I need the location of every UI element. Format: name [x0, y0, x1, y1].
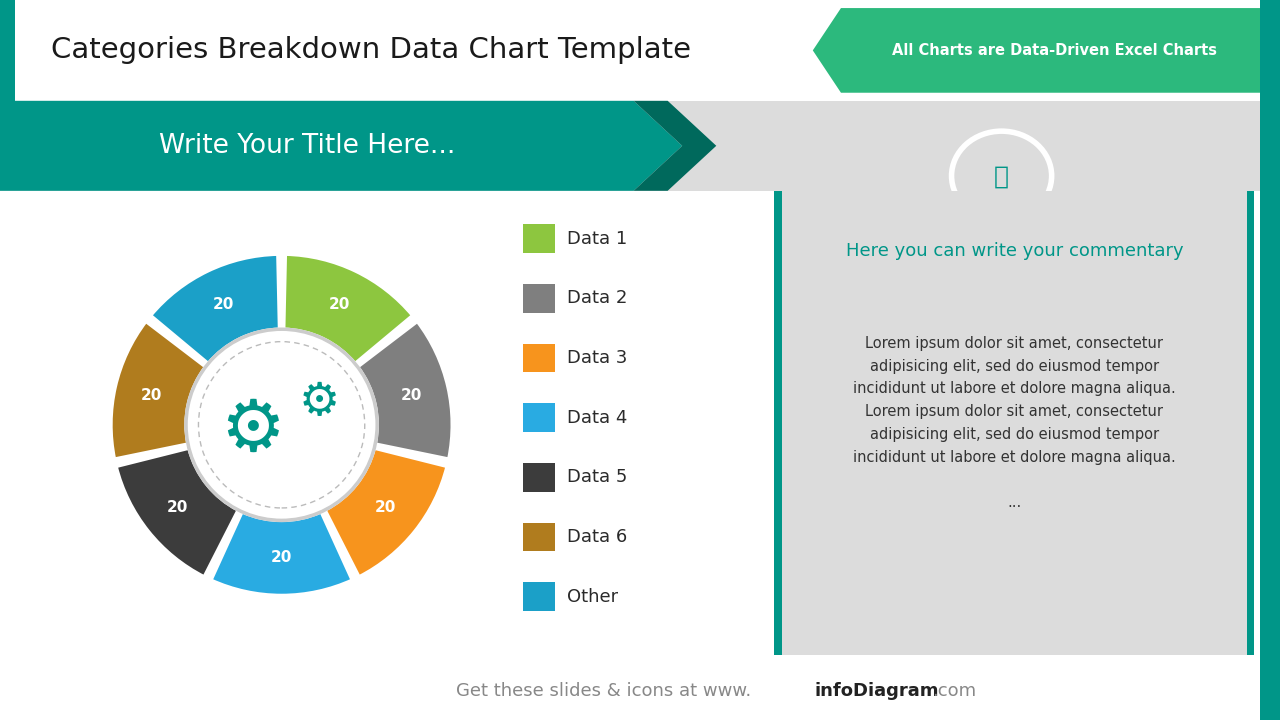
Polygon shape — [0, 0, 15, 101]
Text: 20: 20 — [141, 387, 163, 402]
Wedge shape — [111, 321, 206, 459]
Text: Data 5: Data 5 — [567, 468, 627, 486]
Wedge shape — [151, 254, 279, 364]
Text: All Charts are Data-Driven Excel Charts: All Charts are Data-Driven Excel Charts — [892, 43, 1216, 58]
Text: infoDiagram: infoDiagram — [814, 683, 938, 700]
Text: 📦: 📦 — [995, 165, 1009, 189]
Text: Data 4: Data 4 — [567, 409, 627, 426]
FancyBboxPatch shape — [524, 523, 556, 552]
FancyBboxPatch shape — [774, 191, 782, 655]
FancyBboxPatch shape — [524, 284, 556, 312]
Circle shape — [951, 131, 1052, 220]
Wedge shape — [357, 321, 452, 459]
FancyBboxPatch shape — [524, 403, 556, 432]
Text: 20: 20 — [329, 297, 349, 312]
Text: 20: 20 — [271, 550, 292, 565]
FancyBboxPatch shape — [524, 582, 556, 611]
FancyBboxPatch shape — [524, 463, 556, 492]
Circle shape — [186, 329, 378, 521]
Text: 20: 20 — [375, 500, 397, 516]
Text: Data 1: Data 1 — [567, 230, 627, 248]
Text: Get these slides & icons at www.: Get these slides & icons at www. — [456, 683, 751, 700]
Text: 20: 20 — [401, 387, 422, 402]
FancyBboxPatch shape — [524, 225, 556, 253]
Polygon shape — [813, 8, 1267, 93]
Wedge shape — [211, 512, 352, 595]
Text: Data 2: Data 2 — [567, 289, 627, 307]
Text: ⚙: ⚙ — [298, 380, 339, 425]
Text: ⚙: ⚙ — [220, 397, 285, 466]
Text: 20: 20 — [214, 297, 234, 312]
Polygon shape — [0, 101, 682, 191]
Text: .com: .com — [932, 683, 975, 700]
Wedge shape — [284, 254, 412, 364]
FancyBboxPatch shape — [774, 191, 1254, 655]
Polygon shape — [634, 101, 717, 191]
Text: Data 3: Data 3 — [567, 349, 627, 367]
FancyBboxPatch shape — [1260, 0, 1280, 720]
FancyBboxPatch shape — [1247, 191, 1254, 655]
Wedge shape — [116, 448, 238, 577]
Text: Other: Other — [567, 588, 618, 606]
Text: Write Your Title Here...: Write Your Title Here... — [159, 132, 456, 159]
Text: Data 6: Data 6 — [567, 528, 627, 546]
FancyBboxPatch shape — [524, 343, 556, 372]
FancyBboxPatch shape — [0, 101, 1280, 191]
Wedge shape — [325, 448, 447, 577]
Text: 20: 20 — [166, 500, 188, 516]
Text: Here you can write your commentary: Here you can write your commentary — [846, 242, 1183, 260]
Text: Lorem ipsum dolor sit amet, consectetur
adipisicing elit, sed do eiusmod tempor
: Lorem ipsum dolor sit amet, consectetur … — [852, 336, 1176, 510]
Text: Categories Breakdown Data Chart Template: Categories Breakdown Data Chart Template — [51, 37, 691, 64]
